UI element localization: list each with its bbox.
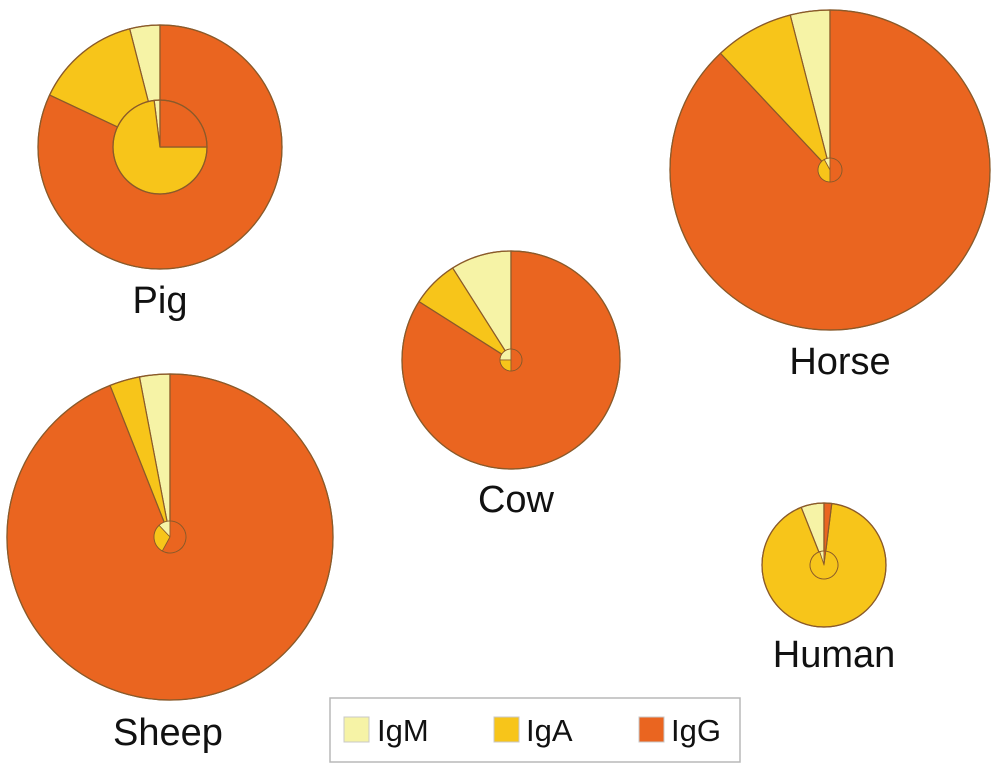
pie-label-pig: Pig xyxy=(133,280,188,322)
legend-item-iga: IgA xyxy=(493,713,573,748)
ring-outline-horse-inner xyxy=(817,157,843,183)
legend-swatch-igm xyxy=(343,716,370,743)
ring-outline-human-inner xyxy=(809,550,839,580)
pie-chart-sheep: Sheep xyxy=(6,373,334,754)
ring-outline-cow-inner xyxy=(499,348,523,372)
legend-label-iga: IgA xyxy=(526,713,573,748)
legend-item-igm: IgM xyxy=(343,713,429,748)
legend: IgM IgA IgG xyxy=(329,697,741,763)
legend-label-igm: IgM xyxy=(377,713,429,748)
ring-outline-cow-outer xyxy=(401,250,621,470)
ring-outline-horse-outer xyxy=(669,9,991,331)
pie-label-cow: Cow xyxy=(478,479,555,521)
legend-swatch-iga xyxy=(493,716,520,743)
ring-outline-human-outer xyxy=(761,502,887,628)
ring-outline-sheep-outer xyxy=(6,373,334,701)
legend-item-igg: IgG xyxy=(638,713,721,748)
legend-swatch-igg xyxy=(638,716,665,743)
ring-outline-pig-outer xyxy=(37,24,283,270)
ring-outline-pig-inner xyxy=(112,99,208,195)
pie-label-horse: Horse xyxy=(789,341,890,383)
pie-chart-human: Human xyxy=(761,502,896,676)
pie-chart-horse: Horse xyxy=(669,9,991,383)
ring-outline-sheep-inner xyxy=(153,520,187,554)
pie-chart-pig: Pig xyxy=(37,24,283,322)
pie-label-sheep: Sheep xyxy=(113,712,223,754)
pie-chart-cow: Cow xyxy=(401,250,621,521)
legend-label-igg: IgG xyxy=(671,713,721,748)
legend-frame xyxy=(329,697,741,763)
pie-label-human: Human xyxy=(773,634,896,676)
